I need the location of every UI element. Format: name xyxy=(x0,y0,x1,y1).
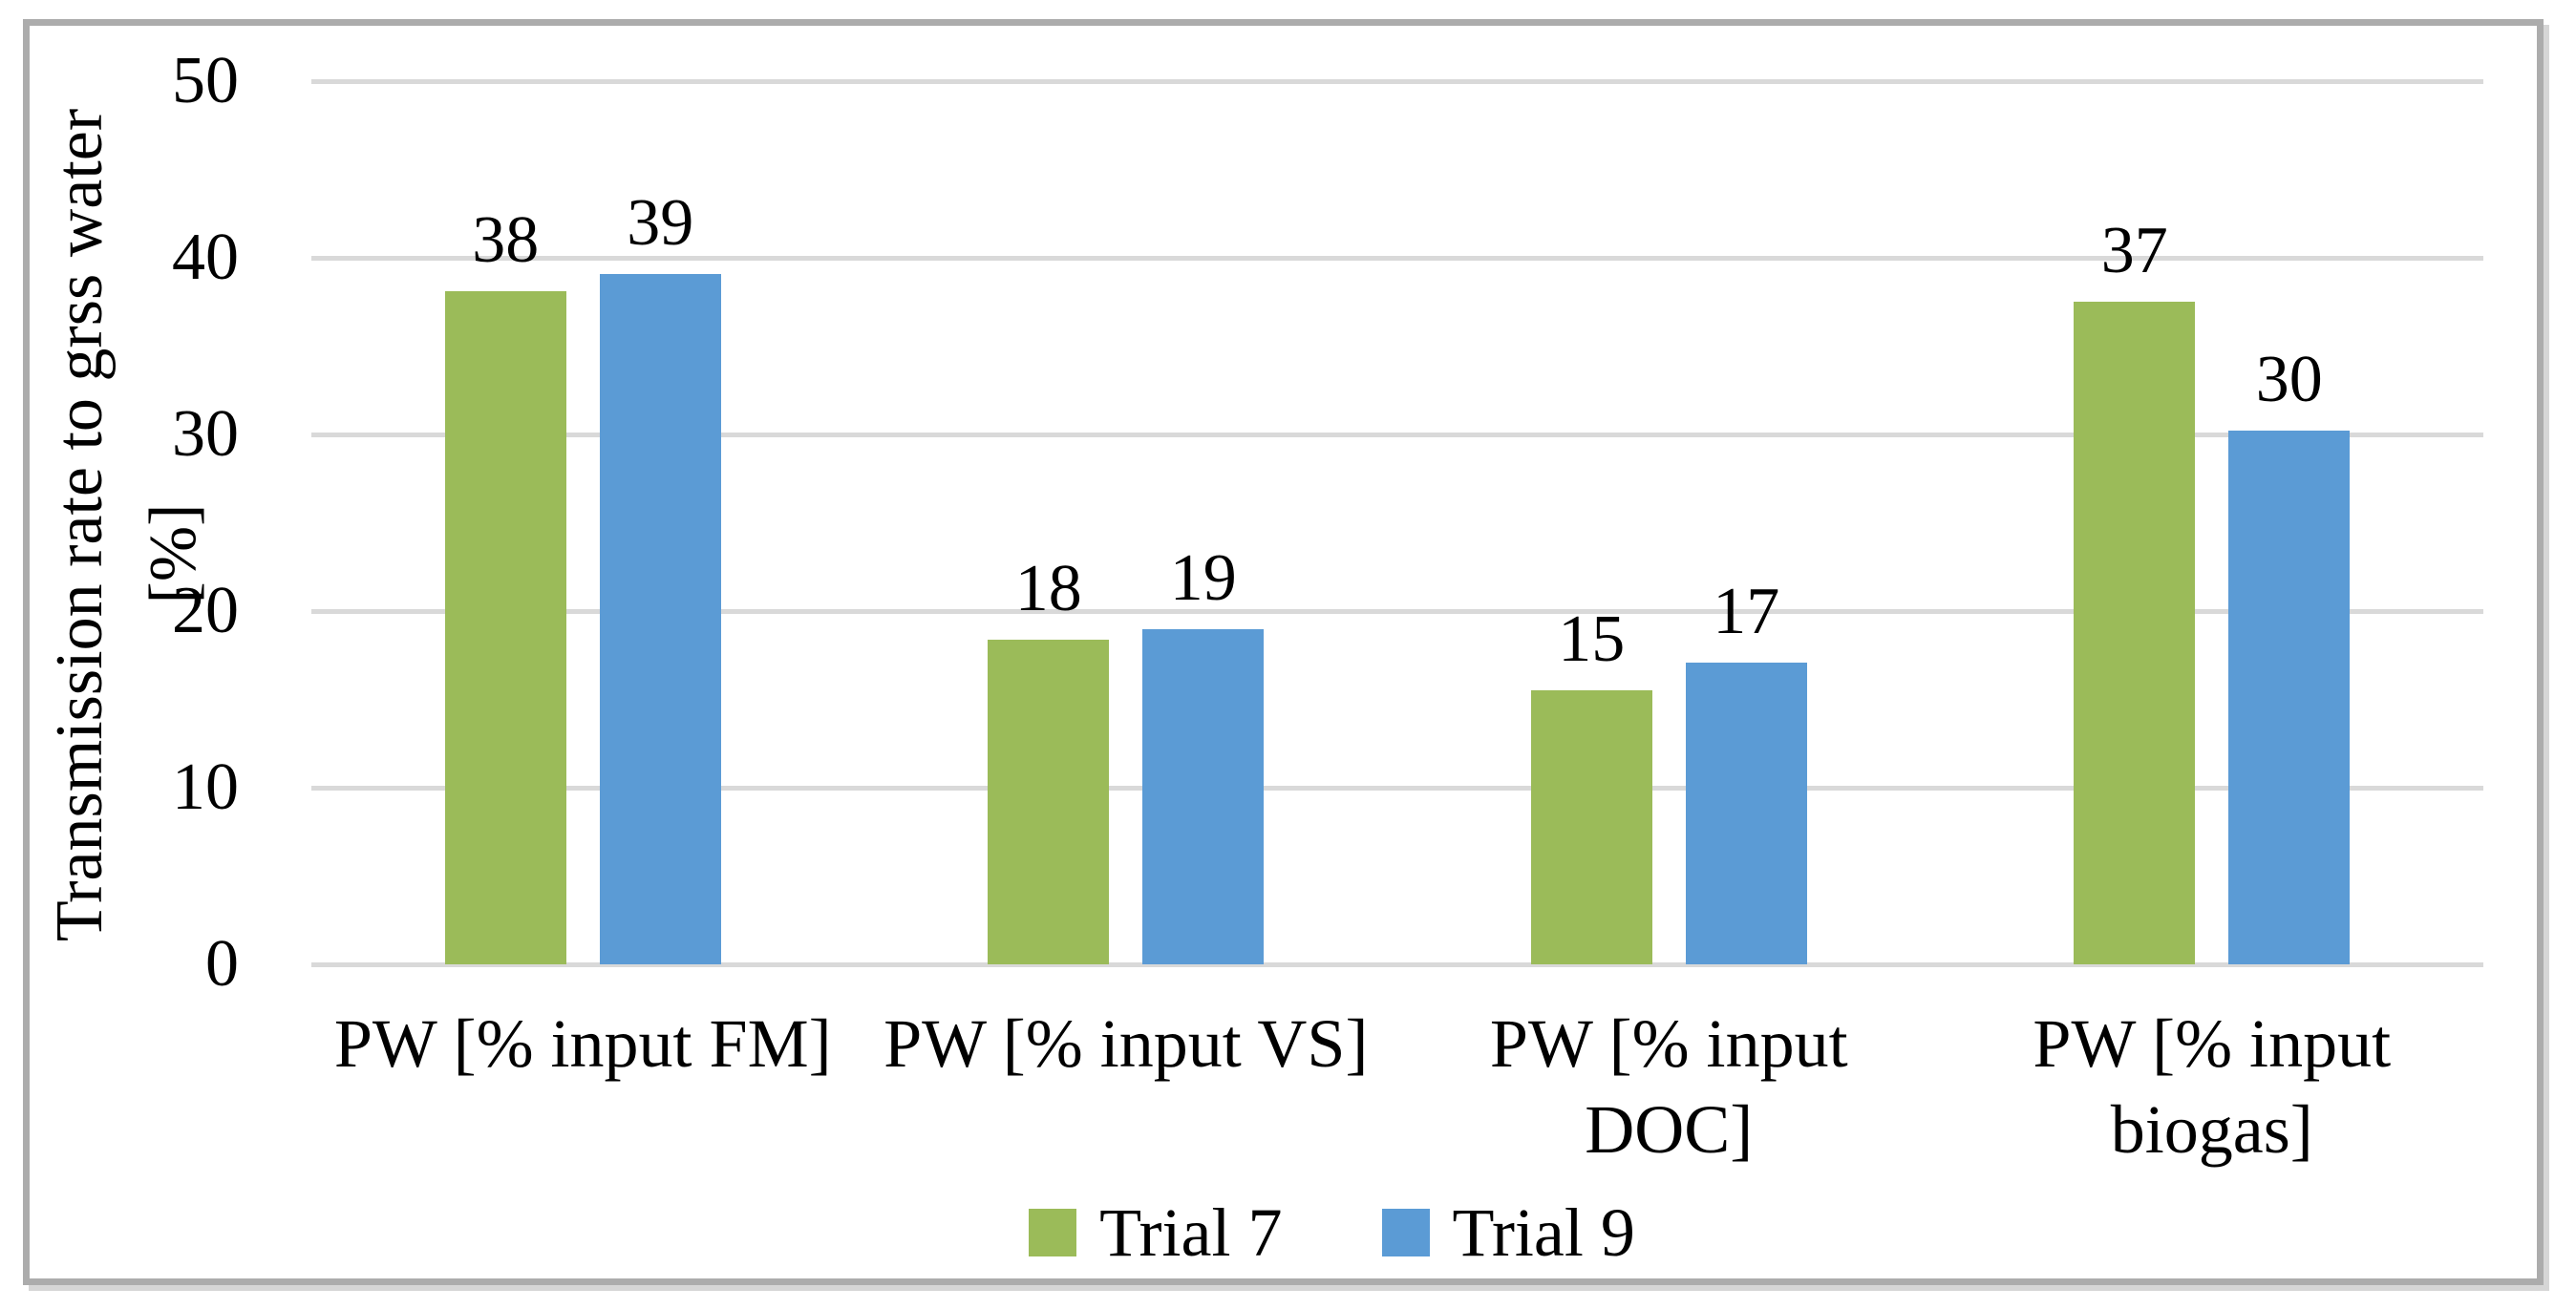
y-tick-label: 10 xyxy=(172,750,239,824)
bar-trial-7 xyxy=(444,291,566,964)
y-tick-label: 0 xyxy=(205,927,239,1001)
y-tick-label: 40 xyxy=(172,221,239,294)
bar-trial-9 xyxy=(1142,628,1265,964)
bar-value-label: 18 xyxy=(1014,551,1082,625)
y-axis-title-line1: Transmission rate to grss water xyxy=(43,108,117,942)
y-tick-label: 50 xyxy=(172,44,239,117)
plot-area xyxy=(311,78,2483,967)
legend-label: Trial 9 xyxy=(1452,1194,1635,1271)
bar-value-label: 37 xyxy=(2100,214,2168,288)
y-tick-label: 30 xyxy=(172,397,239,471)
legend-item: Trial 7 xyxy=(1029,1190,1283,1276)
bar-value-label: 19 xyxy=(1169,540,1237,615)
bar-trial-7 xyxy=(1530,690,1652,964)
bar-value-label: 17 xyxy=(1713,574,1780,648)
bar-trial-7 xyxy=(988,639,1110,964)
legend-label: Trial 7 xyxy=(1099,1194,1283,1271)
bar-value-label: 39 xyxy=(627,185,694,260)
gridline xyxy=(311,255,2483,261)
legend-item: Trial 9 xyxy=(1381,1190,1635,1276)
x-category-label: PW [% input VS] xyxy=(884,1005,1369,1082)
gridline xyxy=(311,78,2483,84)
x-category-label: PW [% input FM] xyxy=(333,1005,832,1082)
bar-value-label: 15 xyxy=(1558,602,1626,677)
bar-value-label: 30 xyxy=(2255,343,2323,417)
bar-trial-9 xyxy=(1685,662,1807,964)
gridline xyxy=(311,608,2483,614)
gridline xyxy=(311,785,2483,791)
y-tick-label: 20 xyxy=(172,574,239,647)
bar-trial-9 xyxy=(599,273,721,964)
legend: Trial 7 Trial 9 xyxy=(44,1190,2576,1276)
gridline xyxy=(311,961,2483,967)
legend-swatch xyxy=(1029,1209,1077,1256)
bar-trial-7 xyxy=(2074,302,2196,964)
x-category-label: PW [% input DOC] xyxy=(1489,1005,1848,1168)
legend-swatch xyxy=(1381,1209,1430,1256)
gridline xyxy=(311,432,2483,437)
bar-value-label: 38 xyxy=(472,203,540,278)
x-category-label: PW [% input biogas] xyxy=(2033,1005,2392,1168)
bar-trial-9 xyxy=(2228,431,2351,964)
